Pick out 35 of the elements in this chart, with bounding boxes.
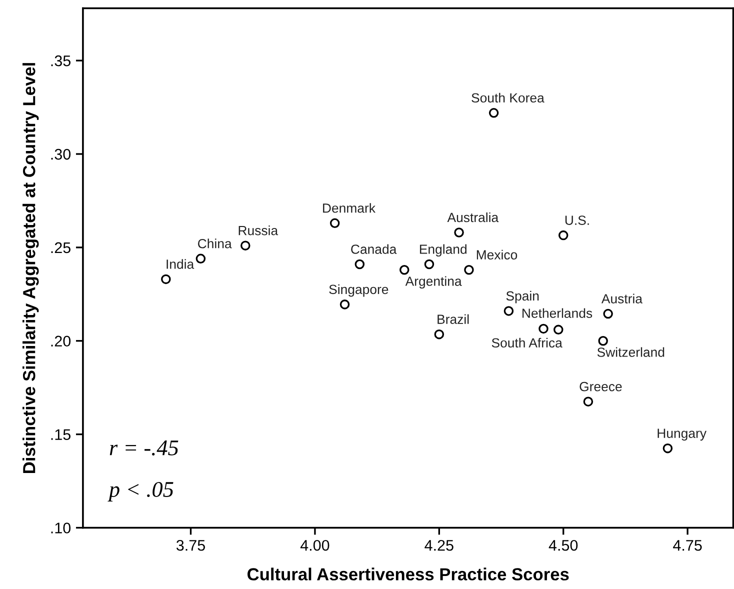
y-axis-title: Distinctive Similarity Aggregated at Country Level	[22, 63, 39, 473]
y-tick-label: .20	[51, 336, 71, 347]
annotation: Spain	[506, 290, 539, 304]
annotation: Denmark	[323, 203, 376, 213]
annotation: Austria	[601, 294, 642, 304]
annotation: Greece	[580, 382, 622, 392]
annotation: England	[420, 244, 466, 257]
x-tick-label: 4.50	[548, 540, 578, 551]
y-tick-label: .15	[51, 429, 70, 440]
annotation: Netherlands	[522, 308, 592, 318]
annotation: Hungary	[658, 428, 706, 441]
annotation: South Korea	[472, 92, 544, 103]
y-tick-label: .25	[51, 242, 70, 254]
y-tick-label: .30	[51, 148, 71, 160]
annotation: Singapore	[329, 284, 388, 297]
annotation: Russia	[238, 226, 278, 236]
annotation: China	[198, 238, 232, 248]
annotation: Brazil	[438, 314, 469, 324]
x-tick-label: 4.00	[300, 540, 330, 551]
x-tick-label: 4.25	[424, 540, 454, 551]
annotation: r = -.45	[110, 440, 178, 456]
annotation: Canada	[351, 244, 397, 254]
x-axis-title: Cultural Assertiveness Practice Scores	[248, 568, 569, 580]
y-tick-label: .10	[51, 522, 71, 534]
annotation: India	[166, 259, 194, 269]
annotation: Australia	[447, 212, 499, 222]
annotation: Argentina	[405, 276, 462, 289]
x-tick-label: 4.75	[673, 540, 702, 551]
annotation: U.S.	[565, 216, 589, 225]
annotation: Mexico	[476, 250, 518, 260]
y-tick-label: .35	[51, 55, 70, 66]
x-tick-label: 3.75	[176, 540, 205, 551]
annotation: p < .05	[108, 482, 174, 502]
annotation: South Africa	[492, 338, 562, 348]
annotation: Switzerland	[597, 347, 664, 357]
